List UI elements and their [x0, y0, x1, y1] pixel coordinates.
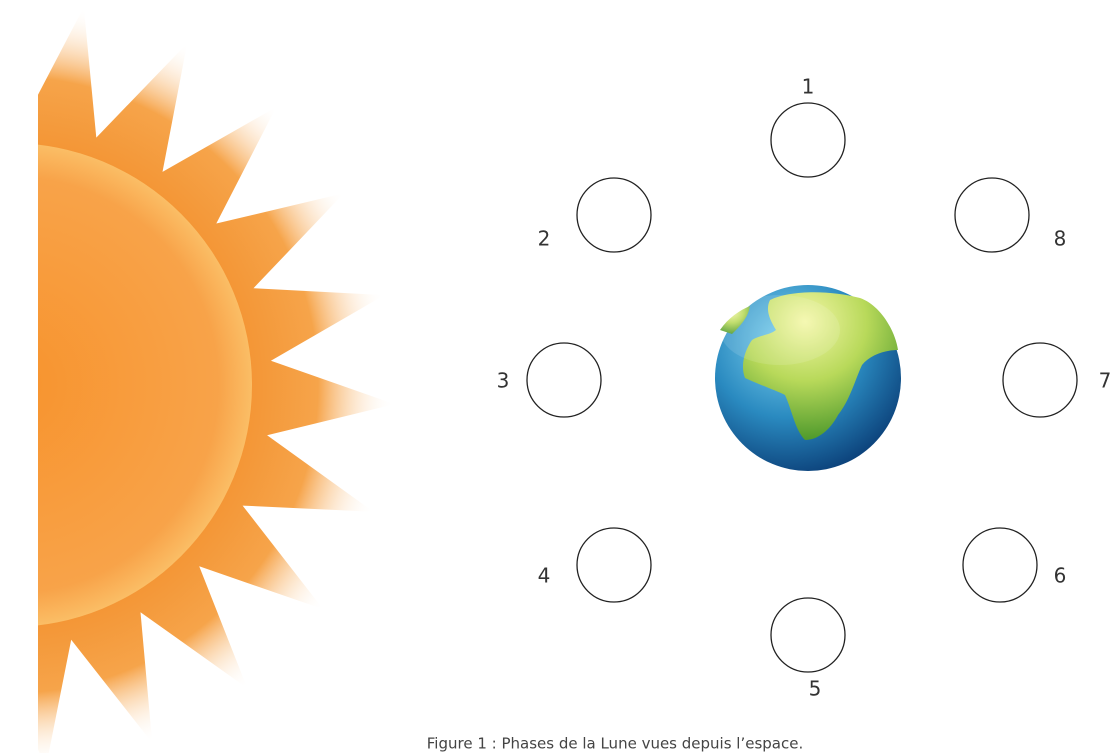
- earth: [715, 285, 901, 471]
- moon-label: 5: [809, 677, 822, 701]
- moon: [527, 343, 601, 417]
- moon-label: 4: [538, 564, 551, 588]
- page: 1 2 3 4 5 6 7 8 Figure 1 : Phases de la Lune vu…: [0, 0, 1112, 753]
- moon: [955, 178, 1029, 252]
- moon: [963, 528, 1037, 602]
- moon-label: 2: [538, 227, 551, 251]
- moon-label: 8: [1054, 227, 1067, 251]
- moon-label: 6: [1054, 564, 1067, 588]
- moon: [577, 178, 651, 252]
- moon-label: 1: [802, 75, 815, 99]
- moon-label: 7: [1099, 369, 1112, 393]
- earth-highlight: [720, 295, 840, 365]
- moon: [771, 598, 845, 672]
- sun: [0, 2, 395, 753]
- caption: Figure 1 : Phases de la Lune vues depuis…: [427, 735, 803, 753]
- diagram: 1 2 3 4 5 6 7 8 Figure 1 : Phases de la Lune vu…: [0, 0, 1112, 753]
- moon: [771, 103, 845, 177]
- moon: [1003, 343, 1077, 417]
- moon-label: 3: [497, 369, 510, 393]
- moon: [577, 528, 651, 602]
